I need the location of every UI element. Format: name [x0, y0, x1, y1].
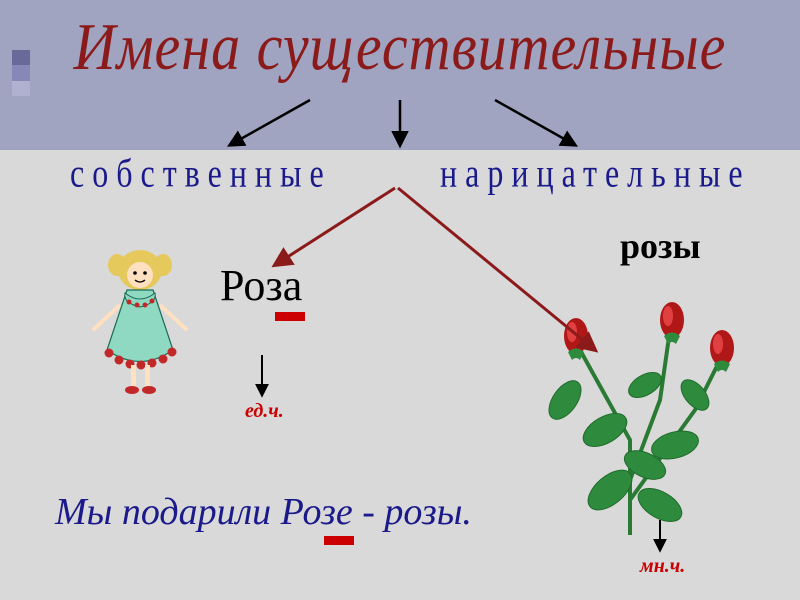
rose-bud-1	[564, 318, 588, 360]
roses-icon	[510, 290, 750, 540]
example-sentence: Мы подарили Розе - розы.	[55, 490, 472, 534]
slide: Имена существительные собственные нарица…	[0, 0, 800, 600]
common-noun-example: розы	[620, 225, 701, 267]
subheading-proper: собственные	[70, 150, 332, 196]
girl-icon	[75, 245, 205, 400]
rose-bud-3	[710, 330, 734, 372]
proper-noun-example: Роза	[220, 260, 302, 311]
underline-sentence	[324, 536, 354, 545]
slide-title: Имена существительные	[0, 8, 800, 85]
singular-annotation: ед.ч.	[245, 400, 284, 423]
rose-bud-2	[660, 302, 684, 344]
underline-proper	[275, 312, 305, 321]
plural-annotation: мн.ч.	[640, 555, 685, 578]
subheading-common: нарицательные	[440, 150, 751, 196]
